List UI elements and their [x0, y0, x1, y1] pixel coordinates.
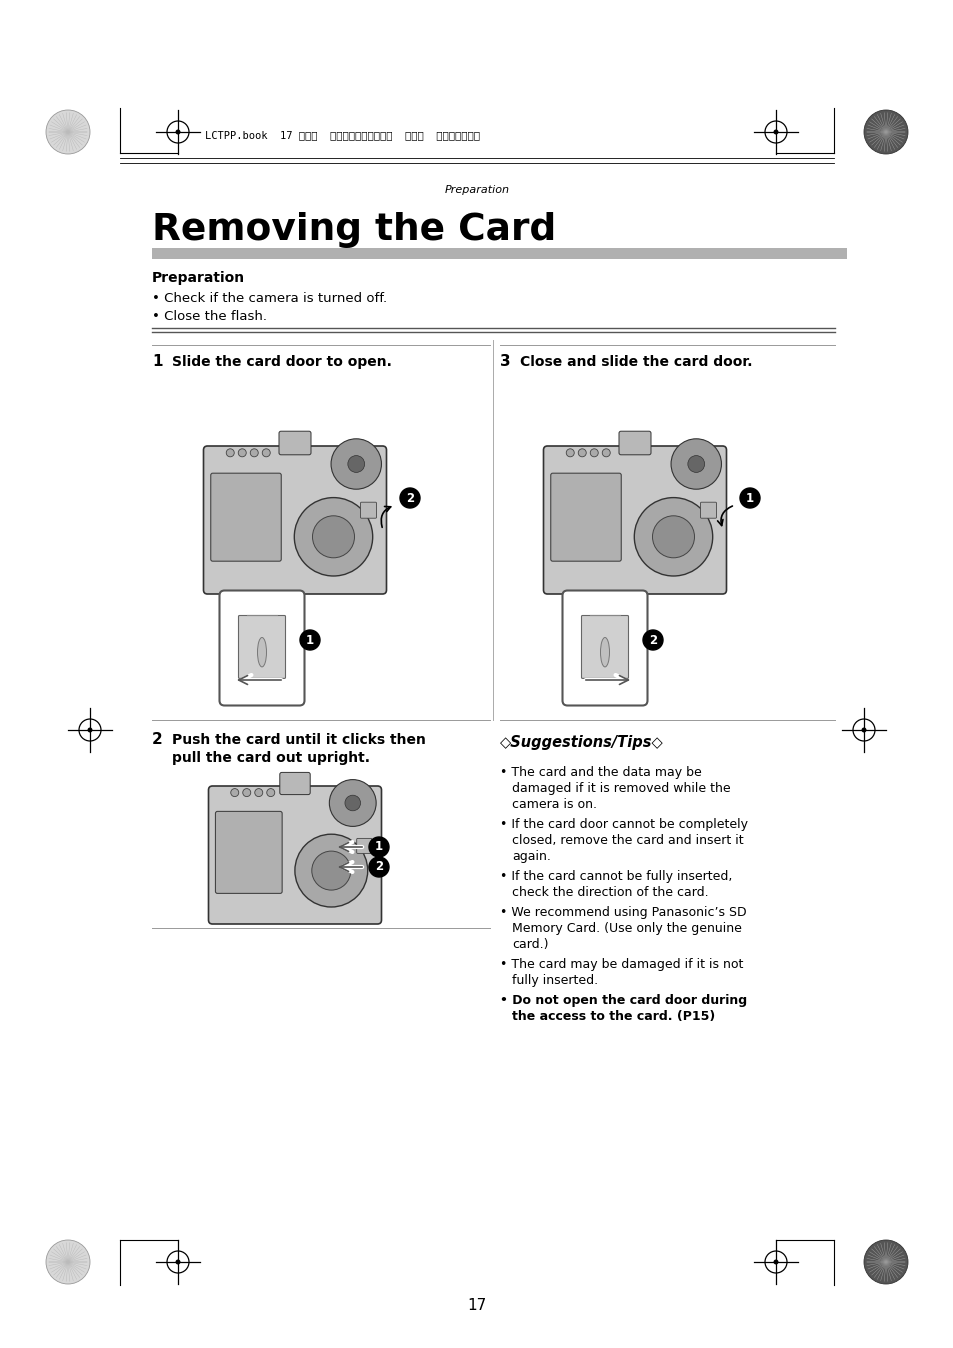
FancyBboxPatch shape [562, 590, 647, 705]
Circle shape [590, 449, 598, 457]
Text: 2: 2 [152, 732, 163, 748]
Text: 2: 2 [406, 492, 414, 504]
Text: Removing the Card: Removing the Card [152, 212, 556, 248]
FancyBboxPatch shape [618, 431, 650, 454]
Circle shape [226, 449, 234, 457]
Circle shape [242, 789, 251, 797]
Circle shape [267, 789, 274, 797]
FancyBboxPatch shape [700, 503, 716, 518]
FancyBboxPatch shape [215, 811, 282, 894]
Text: • Check if the camera is turned off.: • Check if the camera is turned off. [152, 291, 387, 305]
Text: camera is on.: camera is on. [512, 798, 597, 811]
Text: • Do not open the card door during: • Do not open the card door during [499, 993, 746, 1007]
Text: • Close the flash.: • Close the flash. [152, 310, 267, 322]
FancyBboxPatch shape [279, 772, 310, 794]
Text: • If the card door cannot be completely: • If the card door cannot be completely [499, 818, 747, 830]
Circle shape [369, 857, 389, 878]
FancyBboxPatch shape [543, 446, 726, 594]
Text: Preparation: Preparation [444, 185, 509, 195]
Circle shape [299, 630, 319, 650]
FancyBboxPatch shape [211, 473, 281, 561]
Ellipse shape [257, 638, 266, 667]
FancyBboxPatch shape [238, 616, 285, 678]
Text: again.: again. [512, 851, 550, 863]
Text: 2: 2 [648, 634, 657, 647]
Text: check the direction of the card.: check the direction of the card. [512, 886, 708, 899]
Circle shape [262, 449, 270, 457]
Circle shape [345, 795, 360, 810]
Circle shape [740, 488, 760, 508]
Text: 1: 1 [745, 492, 753, 504]
Text: Memory Card. (Use only the genuine: Memory Card. (Use only the genuine [512, 922, 741, 936]
Text: 1: 1 [375, 841, 383, 853]
Text: damaged if it is removed while the: damaged if it is removed while the [512, 782, 730, 795]
Text: • The card may be damaged if it is not: • The card may be damaged if it is not [499, 958, 742, 971]
Text: Push the card until it clicks then: Push the card until it clicks then [172, 733, 425, 747]
Text: Slide the card door to open.: Slide the card door to open. [172, 355, 392, 369]
Text: • We recommend using Panasonic’s SD: • We recommend using Panasonic’s SD [499, 906, 746, 919]
Circle shape [642, 630, 662, 650]
FancyBboxPatch shape [581, 616, 628, 678]
Circle shape [369, 837, 389, 857]
Text: the access to the card. (P15): the access to the card. (P15) [512, 1010, 715, 1023]
Circle shape [566, 449, 574, 457]
Circle shape [652, 516, 694, 558]
Text: 2: 2 [375, 860, 383, 874]
FancyBboxPatch shape [550, 473, 620, 561]
Text: 1: 1 [306, 634, 314, 647]
Bar [152, 248, 846, 259]
Text: pull the card out upright.: pull the card out upright. [172, 751, 370, 766]
Text: 17: 17 [467, 1298, 486, 1313]
Text: 1: 1 [152, 355, 162, 369]
Circle shape [601, 449, 610, 457]
Circle shape [687, 456, 704, 472]
Circle shape [254, 789, 262, 797]
Text: closed, remove the card and insert it: closed, remove the card and insert it [512, 834, 742, 847]
Circle shape [578, 449, 586, 457]
FancyBboxPatch shape [203, 446, 386, 594]
Text: LCTPP.book  17 ページ  ２００４年１月２６日  月曜日  午後６時５０分: LCTPP.book 17 ページ ２００４年１月２６日 月曜日 午後６時５０分 [205, 129, 479, 140]
Circle shape [773, 1259, 778, 1264]
Text: ◇Suggestions/Tips◇: ◇Suggestions/Tips◇ [499, 735, 663, 749]
Circle shape [250, 449, 258, 457]
Circle shape [88, 728, 92, 732]
Ellipse shape [599, 638, 609, 667]
Text: card.): card.) [512, 938, 548, 950]
Circle shape [863, 111, 907, 154]
Text: • If the card cannot be fully inserted,: • If the card cannot be fully inserted, [499, 869, 732, 883]
Circle shape [329, 779, 375, 826]
Circle shape [46, 111, 90, 154]
Circle shape [175, 129, 180, 135]
Circle shape [175, 1259, 180, 1264]
Circle shape [312, 851, 351, 890]
Circle shape [861, 728, 865, 732]
Circle shape [313, 516, 355, 558]
Circle shape [670, 439, 720, 489]
Circle shape [238, 449, 246, 457]
Text: 3: 3 [499, 355, 510, 369]
FancyBboxPatch shape [360, 503, 376, 518]
Circle shape [231, 789, 238, 797]
Text: Close and slide the card door.: Close and slide the card door. [519, 355, 752, 369]
Circle shape [294, 497, 373, 576]
Circle shape [773, 129, 778, 135]
Circle shape [634, 497, 712, 576]
Text: • The card and the data may be: • The card and the data may be [499, 766, 701, 779]
Circle shape [863, 1240, 907, 1285]
Circle shape [331, 439, 381, 489]
FancyBboxPatch shape [356, 838, 372, 853]
FancyBboxPatch shape [278, 431, 311, 454]
FancyBboxPatch shape [209, 786, 381, 923]
FancyBboxPatch shape [219, 590, 304, 705]
Text: Preparation: Preparation [152, 271, 245, 284]
Circle shape [399, 488, 419, 508]
Circle shape [294, 834, 367, 907]
Circle shape [46, 1240, 90, 1285]
Text: fully inserted.: fully inserted. [512, 975, 598, 987]
Circle shape [348, 456, 364, 472]
